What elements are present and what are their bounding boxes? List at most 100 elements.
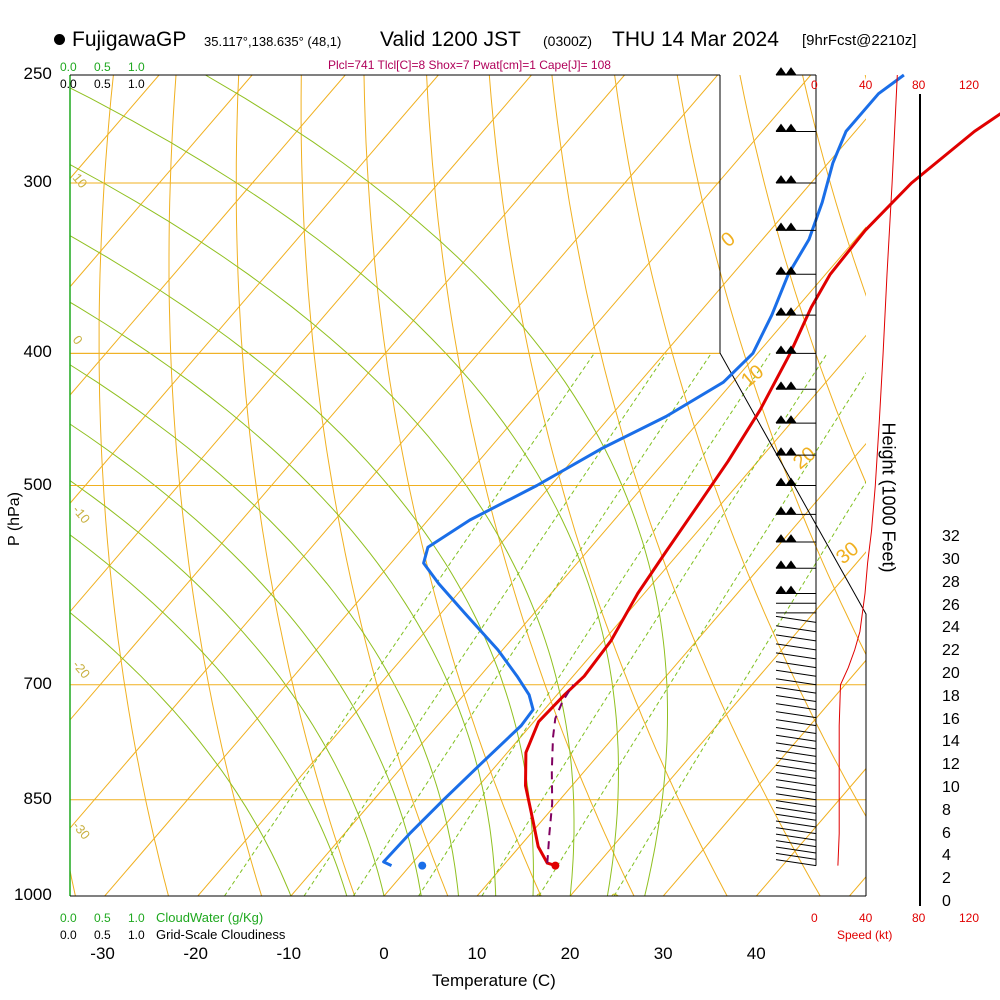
mixing-ratio-label: 5 [409,897,426,911]
bottom-cloudiness-2: 1.0 [128,928,145,942]
dry-adiabat-line [991,75,1000,896]
dry-adiabat-line [235,75,356,896]
station-name: FujigawaGP [72,28,187,51]
mixing-ratio-line [481,353,828,896]
wind-barb-flag [775,506,797,516]
wind-panel [775,67,921,906]
height-tick-label: 2 [942,870,951,888]
wind-barb [775,859,817,867]
height-tick-label: 28 [942,573,960,591]
y-tick-label: 250 [23,64,52,83]
dry-adiabat-line [551,75,821,896]
mixing-ratio-line [538,372,866,896]
wind-barb-flag [775,415,797,424]
wind-barb-flag [775,381,797,391]
height-axis-title: Height (1000 Feet) [878,422,899,573]
wind-barb [775,840,817,848]
speed-top-40: 40 [859,78,873,92]
forecast-date: THU 14 Mar 2024 [612,28,779,51]
isotherm-label: 0 [70,332,86,347]
isotherm-line [383,334,866,896]
wind-barb [775,786,817,794]
moist-adiabat-line [70,534,348,896]
wind-barb-flag [775,534,797,543]
x-tick-label: -10 [276,944,302,963]
x-tick-label: 10 [467,944,487,963]
height-tick-label: 18 [942,687,960,705]
top-cloudwater-0: 0.0 [60,60,77,74]
wind-barb [775,615,817,623]
cloudwater-label: CloudWater (g/Kg) [156,910,264,925]
isobar-lines [70,74,866,897]
height-tick-label: 14 [942,733,960,751]
wind-barb [775,827,817,835]
mixing-ratio-label: 8 [472,897,489,911]
wind-barb [775,757,817,765]
y-tick-label: 500 [23,474,52,494]
speed-bottom-120: 120 [959,911,980,925]
bottom-cloudwater-0: 0.0 [60,911,77,925]
wind-barb [775,852,817,860]
utc-time: (0300Z) [543,33,593,49]
wind-barb-flag [775,123,797,133]
dry-adiabat-line [928,75,1000,896]
moist-adiabat-line [205,75,668,896]
top-cloudiness-0: 0.0 [60,77,77,91]
y-tick-label: 1000 [14,885,52,904]
dry-adiabat-line [168,75,263,896]
mixing-ratio-label: 1 [215,897,232,911]
forecast-run: [9hrFcst@2210z] [802,32,917,49]
speed-top-0: 0 [811,78,818,92]
wind-barb [775,711,817,719]
height-tick-label: 6 [942,824,951,842]
x-tick-label: -30 [90,944,115,963]
wind-barb [775,652,817,660]
y-tick-label: 850 [23,788,52,808]
height-tick-label: 20 [942,665,960,682]
top-cloudwater-2: 1.0 [128,60,145,74]
top-cloudiness-2: 1.0 [128,77,145,91]
isotherm-line [569,551,866,896]
wind-barb [775,703,817,711]
isotherm-label: -20 [70,657,94,681]
moist-adiabat-line [70,87,620,896]
station-dot-icon [54,34,65,45]
dry-adiabat-line [98,75,169,896]
isotherm-line [70,75,253,288]
mixing-ratio-label: 3 [343,897,360,911]
speed-top-120: 120 [959,78,980,92]
dewpoint-line [382,73,905,867]
dry-adiabat-line [802,75,866,297]
isotherm-line [70,75,346,396]
mixing-ratio-label: 2 [294,897,311,911]
dry-adiabat-line [488,75,728,896]
bottom-cloudwater-2: 1.0 [128,911,145,925]
height-tick-label: 32 [942,528,960,546]
wind-barb [775,643,817,651]
wind-barb [775,779,817,787]
x-tick-label: 0 [379,944,389,963]
moist-adiabat-line [70,480,385,896]
wind-barb [775,771,817,779]
wind-barb [775,686,817,694]
height-tick-label: 24 [942,619,960,637]
wind-barb-flag [775,447,797,456]
speed-bottom-40: 40 [859,911,873,925]
moist-adiabat-lines [70,75,668,896]
top-cloudwater-1: 0.5 [94,60,111,74]
surface-temperature-dot [551,861,560,870]
wind-barb [775,749,817,757]
top-cloudiness-1: 0.5 [94,77,111,91]
wind-barb [775,694,817,702]
wind-barb-flag [775,585,797,595]
moist-adiabat-line [70,301,497,896]
height-tick-label: 30 [942,551,960,568]
wind-barb [775,734,817,742]
wind-barb-flag [775,345,797,355]
wind-barb [775,800,817,808]
sounding-params: Plcl=741 Tlcl[C]=8 Shox=7 Pwat[cm]=1 Cap… [328,58,611,72]
wind-barb [775,719,817,727]
height-tick-label: 0 [942,893,951,910]
wind-barb [775,625,817,633]
